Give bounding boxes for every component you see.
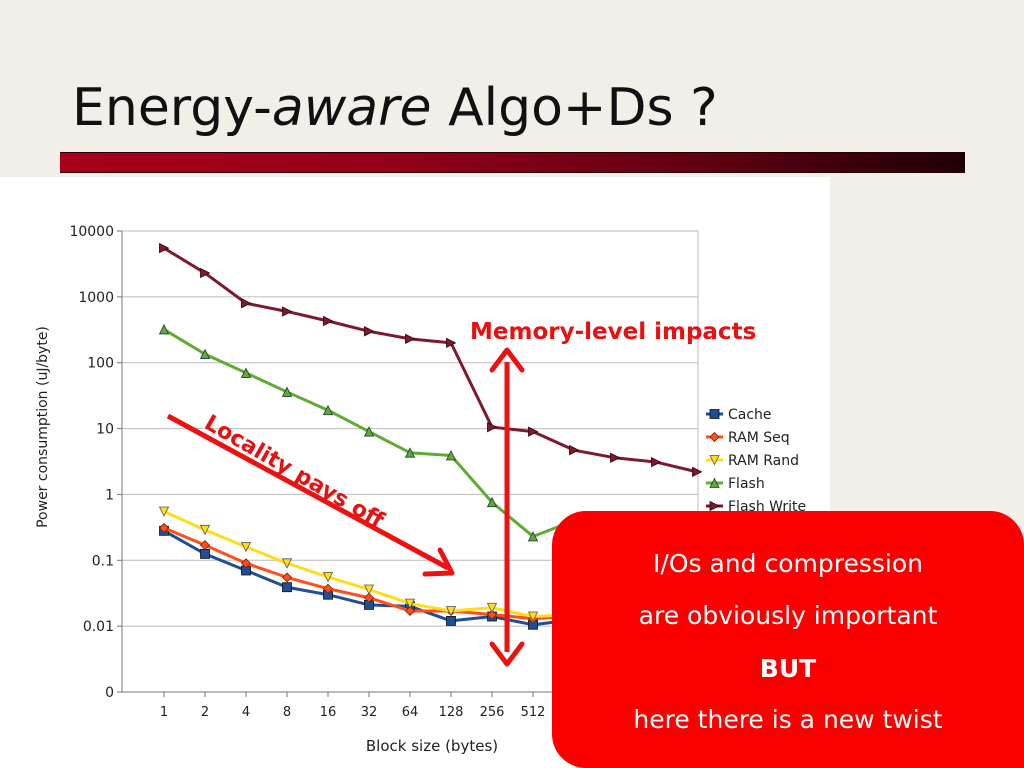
x-tick-label: 8 [283, 705, 291, 720]
x-tick-label: 32 [361, 705, 378, 720]
x-tick-label: 1 [160, 705, 168, 720]
data-point [651, 456, 662, 468]
y-tick-label: 100 [87, 356, 114, 372]
locality-arrow [166, 413, 455, 577]
data-point [200, 549, 210, 559]
y-tick-label: 0 [105, 685, 114, 701]
data-point [569, 445, 580, 456]
legend-label: Cache [728, 407, 772, 423]
callout-box: I/Os and compression are obviously impor… [552, 511, 1024, 768]
data-point [404, 605, 416, 617]
locality-label: Locality pays off [200, 411, 389, 535]
legend-item: RAM Rand [706, 453, 799, 469]
data-point [158, 522, 170, 533]
data-point [282, 582, 292, 593]
data-point [281, 386, 293, 397]
x-tick-label: 2 [201, 705, 209, 720]
data-point [322, 404, 334, 416]
title-emphasis: aware [271, 78, 432, 138]
data-point [281, 572, 293, 583]
data-point [610, 452, 621, 463]
data-point [445, 606, 457, 617]
data-point [282, 306, 293, 317]
data-point [404, 598, 416, 609]
title-part-1: Energy- [72, 78, 272, 138]
x-tick-label: 256 [480, 705, 505, 720]
legend-swatch-marker [709, 477, 720, 488]
data-point [199, 524, 211, 536]
data-point [241, 298, 252, 309]
data-point [322, 583, 334, 594]
legend-swatch-marker [709, 409, 720, 419]
data-point [323, 315, 334, 327]
data-point [527, 531, 539, 542]
y-tick-label: 0.1 [92, 553, 114, 569]
data-point [240, 541, 252, 553]
data-point [486, 609, 498, 620]
memory-level-label: Memory-level impacts [470, 319, 756, 345]
data-point [322, 571, 334, 583]
data-point [240, 367, 252, 378]
data-point [692, 466, 703, 478]
legend-swatch-marker [709, 455, 720, 466]
legend-item: Cache [706, 407, 772, 423]
data-point [199, 348, 211, 360]
y-tick-label: 1 [105, 487, 114, 503]
y-tick-label: 1000 [78, 290, 114, 306]
x-tick-label: 4 [242, 705, 250, 720]
data-point [486, 602, 498, 614]
legend-item: RAM Seq [706, 430, 790, 446]
callout-line-4: here there is a new twist [633, 705, 943, 734]
legend-label: RAM Rand [728, 453, 799, 469]
data-point [281, 558, 293, 569]
data-point [405, 333, 416, 345]
legend-label: Flash [728, 476, 765, 492]
callout-line-1: I/Os and compression [653, 549, 923, 578]
x-tick-label: 128 [439, 705, 464, 720]
data-point [528, 426, 539, 437]
data-point [363, 592, 375, 603]
legend-label: RAM Seq [728, 430, 790, 446]
x-axis-label: Block size (bytes) [366, 737, 498, 755]
data-point [200, 267, 211, 279]
series-line [163, 246, 698, 474]
x-tick-label: 16 [320, 705, 337, 720]
data-point [363, 584, 375, 595]
x-tick-label: 64 [402, 705, 419, 720]
legend-item: Flash [706, 476, 765, 492]
data-point [364, 326, 375, 337]
data-point [486, 496, 498, 508]
callout-line-but: BUT [759, 654, 817, 683]
title-underline-bar [60, 152, 965, 173]
legend-swatch-marker [709, 431, 720, 443]
title-part-2: Algo+Ds ? [431, 78, 718, 138]
data-point [199, 540, 211, 551]
y-tick-label: 0.01 [83, 619, 114, 635]
y-tick-label: 10 [96, 422, 114, 438]
series-flash-write [159, 242, 703, 478]
y-axis-label: Power consumption (uJ/byte) [35, 326, 51, 528]
data-point [527, 611, 539, 622]
y-tick-label: 10000 [69, 224, 114, 240]
data-point [445, 450, 457, 461]
data-point [159, 242, 170, 254]
data-point [487, 422, 498, 433]
legend-swatch-marker [709, 500, 720, 512]
double-headed-arrow [489, 347, 525, 667]
data-point [446, 337, 457, 349]
slide-title: Energy-aware Algo+Ds ? [72, 78, 718, 138]
callout-line-2: are obviously important [638, 601, 938, 630]
data-point [446, 616, 456, 626]
data-point [363, 426, 375, 437]
data-point [158, 506, 170, 517]
data-point [240, 558, 252, 569]
data-point [404, 447, 416, 458]
data-point [158, 324, 170, 335]
x-tick-label: 512 [521, 705, 546, 720]
